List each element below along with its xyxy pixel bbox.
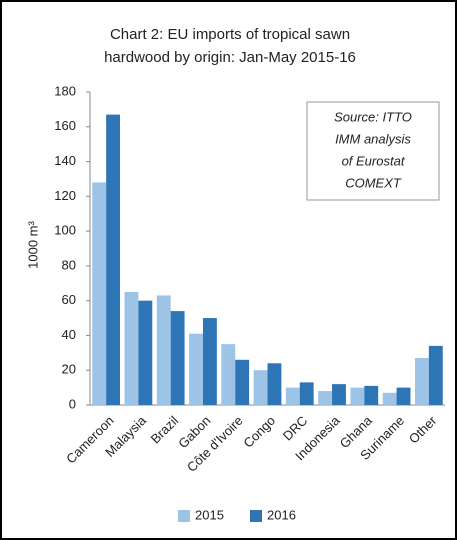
y-axis-label: 1000 m³: [25, 220, 40, 268]
annotation: COMEXT: [345, 175, 402, 190]
y-tick-label: 100: [54, 223, 76, 238]
bar: [350, 387, 365, 405]
bar: [202, 318, 217, 405]
bar: [299, 382, 314, 405]
bar: [267, 363, 282, 405]
bar: [106, 114, 121, 405]
bar: [382, 392, 397, 405]
y-tick-label: 40: [62, 327, 76, 342]
y-tick-label: 80: [62, 257, 76, 272]
chart-title: hardwood by origin: Jan-May 2015-16: [104, 49, 356, 66]
bar: [332, 384, 346, 405]
y-tick-label: 160: [54, 118, 76, 133]
y-tick-label: 180: [54, 83, 76, 98]
bar: [428, 345, 443, 405]
bar: [138, 300, 153, 405]
bar: [318, 391, 333, 405]
bar: [221, 344, 236, 405]
legend-swatch: [178, 510, 190, 522]
bar: [235, 359, 250, 405]
annotation: of Eurostat: [342, 153, 406, 168]
y-tick-label: 140: [54, 153, 76, 168]
legend-label: 2015: [195, 507, 224, 522]
bar: [170, 311, 185, 405]
bar: [285, 387, 300, 405]
y-tick-label: 0: [69, 396, 76, 411]
bar: [396, 387, 411, 405]
y-tick-label: 60: [62, 292, 76, 307]
chart-title: Chart 2: EU imports of tropical sawn: [110, 26, 350, 43]
bar: [364, 385, 379, 405]
annotation-box: [306, 101, 440, 201]
annotation: IMM analysis: [335, 131, 411, 146]
bar: [92, 182, 107, 405]
annotation: Source: ITTO: [334, 109, 412, 124]
bar: [124, 291, 139, 405]
y-tick-label: 120: [54, 188, 76, 203]
y-tick-label: 20: [62, 362, 76, 377]
bar: [253, 370, 268, 405]
legend-swatch: [250, 510, 262, 522]
bar: [189, 333, 203, 405]
bar: [156, 295, 171, 405]
bar: [414, 358, 429, 405]
legend-label: 2016: [267, 507, 296, 522]
